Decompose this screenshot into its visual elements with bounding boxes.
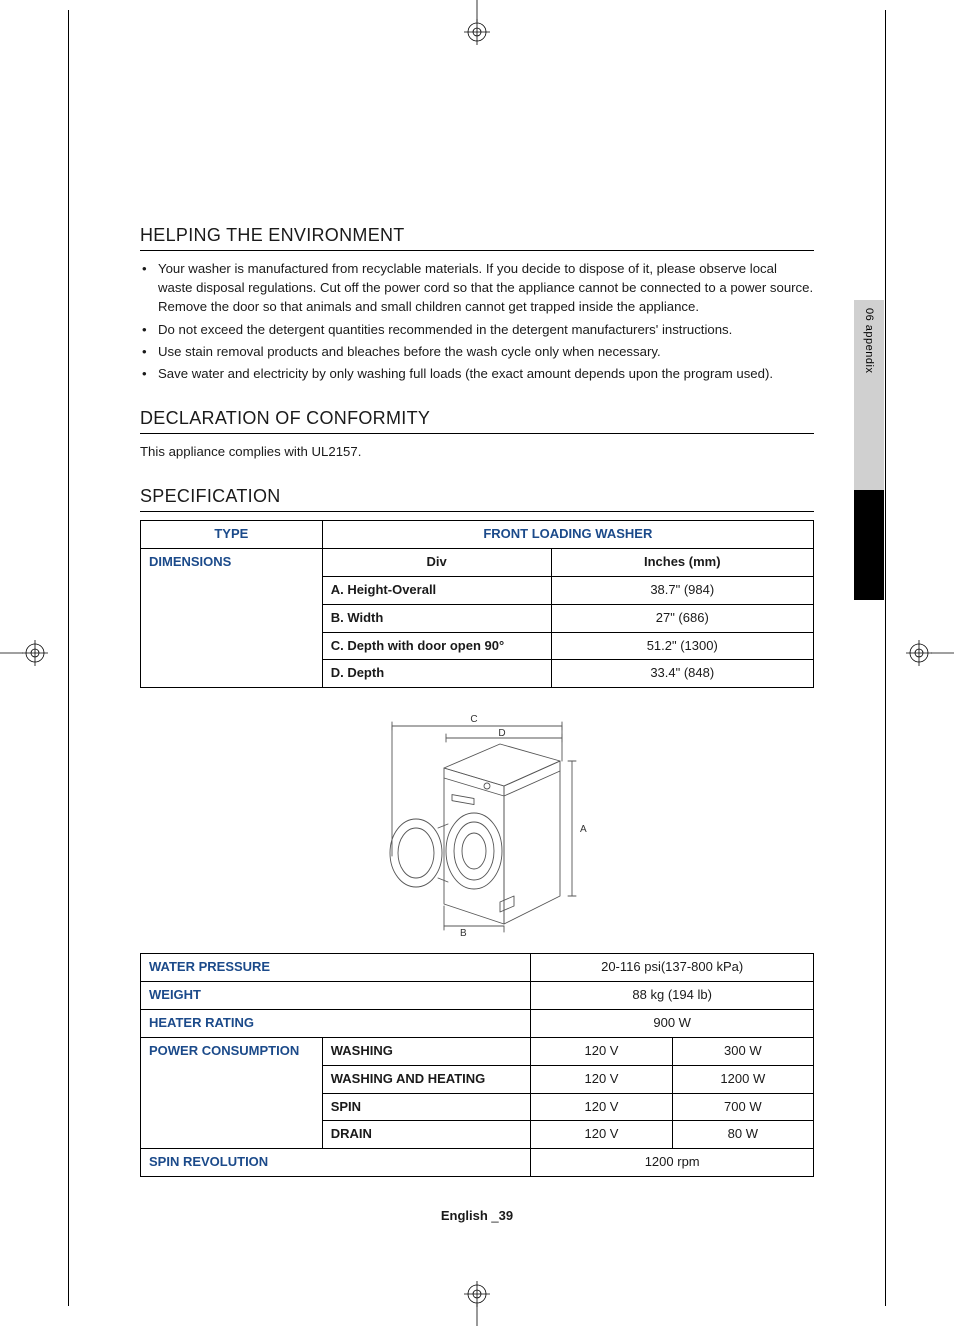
page-footer: English _39 (140, 1177, 814, 1226)
weight-value: 88 kg (194 lb) (531, 982, 814, 1010)
declaration-text: This appliance complies with UL2157. (140, 442, 814, 461)
footer-page: 39 (499, 1208, 513, 1223)
dim-row-label: C. Depth with door open 90° (322, 632, 551, 660)
dim-row-value: 27" (686) (551, 604, 813, 632)
power-item-w: 300 W (672, 1037, 813, 1065)
power-item-v: 120 V (531, 1065, 672, 1093)
spec-table-power: WATER PRESSURE 20-116 psi(137-800 kPa) W… (140, 953, 814, 1177)
power-item-v: 120 V (531, 1037, 672, 1065)
washer-diagram: C D A B (352, 706, 602, 941)
diagram-label-b: B (460, 928, 467, 939)
type-value: FRONT LOADING WASHER (322, 521, 813, 549)
power-label: POWER CONSUMPTION (141, 1037, 323, 1148)
env-bullet: Your washer is manufactured from recycla… (140, 259, 814, 316)
diagram-label-a: A (580, 824, 587, 835)
power-item-v: 120 V (531, 1093, 672, 1121)
dimensions-label: DIMENSIONS (141, 549, 323, 688)
diagram-label-d: D (498, 728, 505, 739)
heading-environment: HELPING THE ENVIRONMENT (140, 222, 814, 251)
power-item-label: DRAIN (322, 1121, 531, 1149)
dim-row-label: B. Width (322, 604, 551, 632)
power-item-w: 700 W (672, 1093, 813, 1121)
dim-row-value: 33.4" (848) (551, 660, 813, 688)
heading-specification: SPECIFICATION (140, 483, 814, 512)
env-bullets: Your washer is manufactured from recycla… (140, 259, 814, 383)
dim-row-label: A. Height-Overall (322, 576, 551, 604)
power-item-label: SPIN (322, 1093, 531, 1121)
power-item-v: 120 V (531, 1121, 672, 1149)
dim-row-label: D. Depth (322, 660, 551, 688)
heater-value: 900 W (531, 1010, 814, 1038)
type-label: TYPE (141, 521, 323, 549)
water-pressure-label: WATER PRESSURE (141, 954, 531, 982)
footer-lang: English (441, 1208, 488, 1223)
heading-declaration: DECLARATION OF CONFORMITY (140, 405, 814, 434)
heater-label: HEATER RATING (141, 1010, 531, 1038)
spec-table-dimensions: TYPE FRONT LOADING WASHER DIMENSIONS Div… (140, 520, 814, 688)
env-bullet: Use stain removal products and bleaches … (140, 342, 814, 361)
dim-row-value: 51.2" (1300) (551, 632, 813, 660)
env-bullet: Save water and electricity by only washi… (140, 364, 814, 383)
power-item-label: WASHING (322, 1037, 531, 1065)
water-pressure-value: 20-116 psi(137-800 kPa) (531, 954, 814, 982)
page-content: HELPING THE ENVIRONMENT Your washer is m… (0, 0, 954, 1326)
dim-row-value: 38.7" (984) (551, 576, 813, 604)
power-item-label: WASHING AND HEATING (322, 1065, 531, 1093)
dim-subhead-div: Div (322, 549, 551, 577)
spin-rev-label: SPIN REVOLUTION (141, 1149, 531, 1177)
power-item-w: 80 W (672, 1121, 813, 1149)
power-item-w: 1200 W (672, 1065, 813, 1093)
env-bullet: Do not exceed the detergent quantities r… (140, 320, 814, 339)
weight-label: WEIGHT (141, 982, 531, 1010)
diagram-label-c: C (470, 714, 477, 725)
footer-sep: _ (488, 1208, 499, 1223)
spin-rev-value: 1200 rpm (531, 1149, 814, 1177)
dim-subhead-inches: Inches (mm) (551, 549, 813, 577)
